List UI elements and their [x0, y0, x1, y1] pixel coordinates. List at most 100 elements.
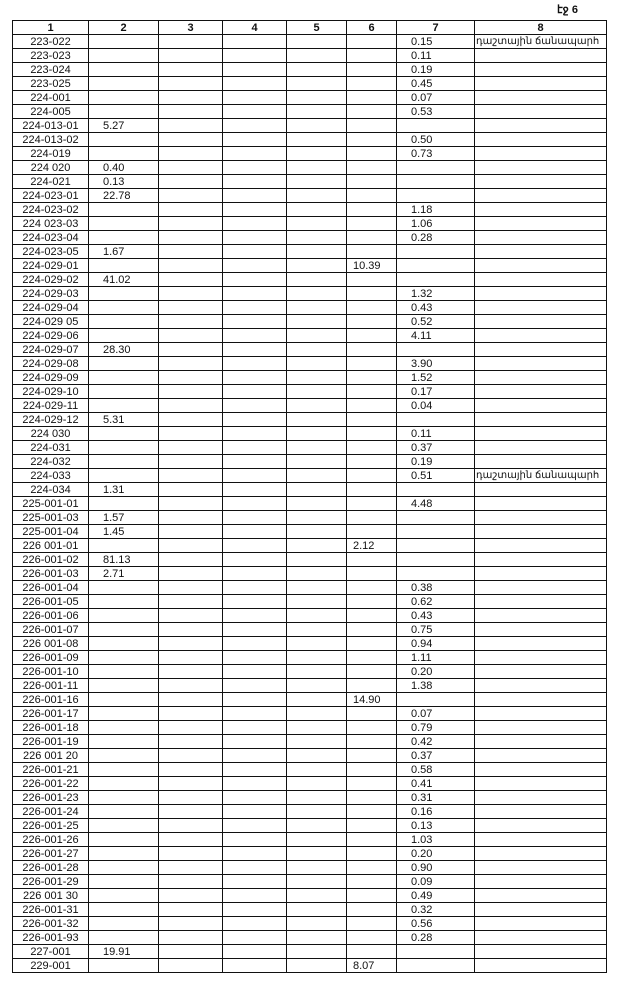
col-3-cell [158, 328, 223, 343]
col-3-cell [158, 132, 223, 147]
table-row: 224-023-02 1.18 [12, 202, 607, 217]
table-row: 226-001-26 1.03 [12, 832, 607, 847]
col-4-cell [222, 706, 287, 721]
col-7-cell: 0.32 [396, 902, 475, 917]
col-2-cell [88, 832, 159, 847]
col-6-cell [346, 622, 397, 637]
col-3-cell [158, 342, 223, 357]
col-3-cell [158, 636, 223, 651]
col-3-cell [158, 90, 223, 105]
col-5-cell [286, 930, 347, 945]
col-8-cell [474, 48, 607, 63]
parcel-id-cell: 223-024 [12, 62, 89, 77]
table-row: 224-029-11 0.04 [12, 398, 607, 413]
col-5-cell [286, 860, 347, 875]
col-2-cell [88, 538, 159, 553]
col-8-cell [474, 930, 607, 945]
col-4-cell [222, 300, 287, 315]
table-row: 224 020 0.40 [12, 160, 607, 175]
col-3-cell [158, 76, 223, 91]
table-row: 226-001-27 0.20 [12, 846, 607, 861]
col-7-cell: 0.16 [396, 804, 475, 819]
col-8-cell [474, 454, 607, 469]
col-2-cell [88, 146, 159, 161]
col-3-cell [158, 426, 223, 441]
col-7-cell: 0.42 [396, 734, 475, 749]
col-3-cell [158, 146, 223, 161]
col-2-cell [88, 776, 159, 791]
col-2-cell [88, 496, 159, 511]
col-6-cell [346, 748, 397, 763]
col-8-cell [474, 958, 607, 973]
parcel-id-cell: 224-029-02 [12, 272, 89, 287]
parcel-id-cell: 223-023 [12, 48, 89, 63]
col-6-cell [346, 104, 397, 119]
col-4-cell [222, 356, 287, 371]
col-3-cell [158, 370, 223, 385]
col-8-cell [474, 734, 607, 749]
col-7-cell [396, 482, 475, 497]
col-3-cell [158, 314, 223, 329]
col-8-cell [474, 762, 607, 777]
col-7-cell [396, 118, 475, 133]
table-row: 226-001-32 0.56 [12, 916, 607, 931]
col-5-cell [286, 300, 347, 315]
col-8-cell [474, 160, 607, 175]
col-3-cell [158, 762, 223, 777]
col-4-cell [222, 174, 287, 189]
col-2-cell [88, 650, 159, 665]
col-4-cell [222, 286, 287, 301]
parcel-id-cell: 224 030 [12, 426, 89, 441]
col-8-cell [474, 300, 607, 315]
parcel-id-cell: 226-001-29 [12, 874, 89, 889]
col-3-cell [158, 398, 223, 413]
table-row: 226-001-28 0.90 [12, 860, 607, 875]
col-6-cell [346, 342, 397, 357]
col-4-cell [222, 594, 287, 609]
col-7-cell: 0.43 [396, 608, 475, 623]
col-6-cell [346, 160, 397, 175]
parcel-id-cell: 226-001-93 [12, 930, 89, 945]
col-4-cell [222, 370, 287, 385]
col-4-cell [222, 678, 287, 693]
parcel-id-cell: 224-029-04 [12, 300, 89, 315]
parcel-id-cell: 226-001-18 [12, 720, 89, 735]
parcel-id-cell: 224-031 [12, 440, 89, 455]
col-5-cell [286, 118, 347, 133]
col-5-cell [286, 650, 347, 665]
page-number: էջ 6 [557, 4, 578, 16]
col-7-cell: 1.18 [396, 202, 475, 217]
col-7-cell: 1.03 [396, 832, 475, 847]
table-row: 224-005 0.53 [12, 104, 607, 119]
col-2-cell [88, 664, 159, 679]
col-3-cell [158, 790, 223, 805]
col-5-cell [286, 874, 347, 889]
col-7-cell: 1.38 [396, 678, 475, 693]
col-8-cell [474, 258, 607, 273]
table-row: 224-013-02 0.50 [12, 132, 607, 147]
col-6-cell: 8.07 [346, 958, 397, 973]
col-5-cell [286, 188, 347, 203]
col-3-cell [158, 566, 223, 581]
col-4-cell [222, 552, 287, 567]
col-7-cell: 0.52 [396, 314, 475, 329]
col-3-cell [158, 944, 223, 959]
column-header: 2 [88, 20, 159, 35]
col-6-cell [346, 440, 397, 455]
col-8-cell [474, 314, 607, 329]
col-4-cell [222, 762, 287, 777]
col-8-cell [474, 90, 607, 105]
col-8-cell [474, 678, 607, 693]
col-6-cell [346, 902, 397, 917]
col-5-cell [286, 818, 347, 833]
col-2-cell [88, 846, 159, 861]
col-7-cell: 0.51 [396, 468, 475, 483]
table-row: 225-001-04 1.45 [12, 524, 607, 539]
parcel-id-cell: 226-001-17 [12, 706, 89, 721]
col-8-cell [474, 426, 607, 441]
col-5-cell [286, 832, 347, 847]
col-4-cell [222, 90, 287, 105]
col-6-cell [346, 314, 397, 329]
parcel-id-cell: 226-001-19 [12, 734, 89, 749]
col-7-cell: 0.20 [396, 664, 475, 679]
